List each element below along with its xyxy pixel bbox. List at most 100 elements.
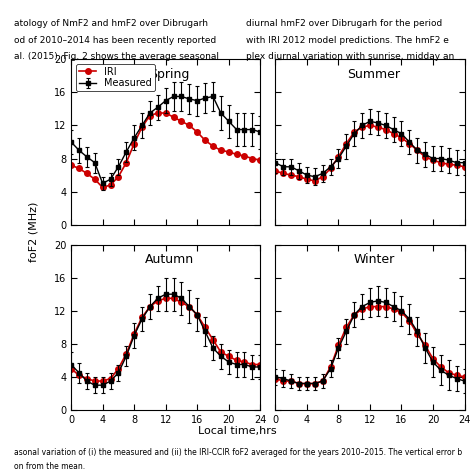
IRI	[446, 162, 452, 167]
IRI	[399, 135, 404, 141]
IRI	[422, 343, 428, 348]
IRI	[100, 185, 106, 191]
IRI	[226, 149, 232, 155]
IRI	[359, 306, 365, 312]
IRI	[139, 315, 145, 320]
IRI	[123, 160, 129, 165]
IRI	[375, 304, 381, 310]
IRI	[336, 154, 341, 160]
IRI	[210, 337, 216, 343]
Text: asonal variation of (i) the measured and (ii) the IRI-CCIR foF2 averaged for the: asonal variation of (i) the measured and…	[14, 448, 462, 457]
IRI	[304, 381, 310, 386]
Text: od of 2010–2014 has been recently reported: od of 2010–2014 has been recently report…	[14, 36, 217, 45]
IRI	[226, 354, 232, 359]
IRI	[68, 366, 74, 372]
IRI	[194, 129, 200, 135]
IRI	[438, 364, 444, 370]
IRI	[202, 324, 208, 330]
IRI	[304, 176, 310, 182]
IRI	[320, 378, 326, 384]
IRI	[92, 176, 98, 182]
IRI	[351, 129, 357, 135]
IRI	[462, 164, 467, 170]
IRI	[131, 141, 137, 146]
IRI	[414, 331, 420, 337]
IRI	[92, 378, 98, 384]
IRI	[462, 374, 467, 380]
IRI	[351, 312, 357, 318]
Text: Local time,hrs: Local time,hrs	[198, 426, 276, 437]
IRI	[100, 378, 106, 384]
IRI	[375, 124, 381, 130]
IRI	[171, 295, 176, 301]
IRI	[194, 312, 200, 318]
Line: IRI: IRI	[68, 296, 263, 384]
Text: Autumn: Autumn	[145, 253, 194, 266]
IRI	[328, 165, 333, 171]
IRI	[163, 110, 169, 116]
IRI	[84, 171, 90, 176]
IRI	[414, 147, 420, 153]
Line: IRI: IRI	[68, 110, 263, 190]
Text: atology of NmF2 and hmF2 over Dibrugarh: atology of NmF2 and hmF2 over Dibrugarh	[14, 19, 208, 28]
IRI	[407, 141, 412, 146]
IRI	[391, 131, 396, 137]
IRI	[147, 113, 153, 118]
Text: foF2 (MHz): foF2 (MHz)	[28, 202, 38, 263]
IRI	[383, 304, 389, 310]
IRI	[391, 306, 396, 312]
IRI	[288, 172, 294, 178]
IRI	[179, 300, 184, 305]
Text: Summer: Summer	[347, 67, 400, 81]
IRI	[367, 304, 373, 310]
IRI	[234, 152, 239, 157]
Line: IRI: IRI	[273, 304, 467, 386]
IRI	[123, 351, 129, 356]
IRI	[147, 304, 153, 310]
IRI	[179, 118, 184, 124]
Text: Spring: Spring	[149, 67, 190, 81]
IRI	[155, 110, 161, 116]
IRI	[249, 362, 255, 367]
IRI	[312, 178, 318, 184]
IRI	[288, 378, 294, 384]
IRI	[234, 357, 239, 363]
IRI	[296, 381, 302, 386]
IRI	[186, 304, 192, 310]
IRI	[139, 124, 145, 130]
IRI	[84, 376, 90, 382]
IRI	[249, 155, 255, 161]
Text: on from the mean.: on from the mean.	[14, 462, 85, 471]
IRI	[257, 362, 263, 367]
IRI	[116, 174, 121, 180]
Text: plex diurnal variation with sunrise, midday an: plex diurnal variation with sunrise, mid…	[246, 52, 455, 61]
IRI	[273, 168, 278, 174]
IRI	[312, 381, 318, 386]
IRI	[344, 324, 349, 330]
IRI	[155, 298, 161, 304]
IRI	[407, 318, 412, 324]
IRI	[399, 310, 404, 315]
Text: with IRI 2012 model predictions. The hmF2 e: with IRI 2012 model predictions. The hmF…	[246, 36, 449, 45]
IRI	[422, 154, 428, 160]
IRI	[273, 376, 278, 382]
Text: diurnal hmF2 over Dibrugarh for the period: diurnal hmF2 over Dibrugarh for the peri…	[246, 19, 443, 28]
IRI	[171, 114, 176, 120]
IRI	[383, 127, 389, 132]
IRI	[108, 182, 113, 188]
IRI	[430, 157, 436, 163]
IRI	[296, 174, 302, 180]
IRI	[430, 356, 436, 362]
IRI	[163, 295, 169, 301]
Text: Winter: Winter	[353, 253, 394, 266]
Legend: IRI, Measured: IRI, Measured	[76, 64, 155, 91]
IRI	[336, 343, 341, 348]
Line: IRI: IRI	[273, 123, 467, 183]
IRI	[454, 373, 459, 378]
IRI	[131, 331, 137, 337]
IRI	[76, 165, 82, 171]
IRI	[367, 123, 373, 128]
IRI	[68, 162, 74, 168]
IRI	[218, 349, 224, 355]
IRI	[438, 160, 444, 165]
